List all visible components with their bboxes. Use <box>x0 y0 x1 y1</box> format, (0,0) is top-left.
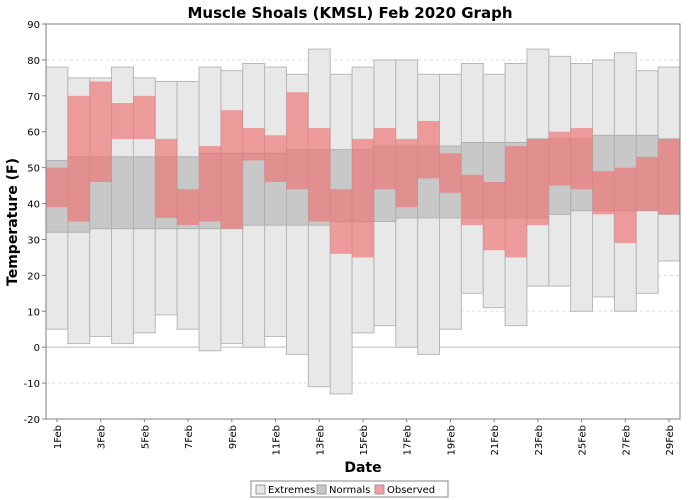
y-tick-label: 50 <box>27 164 40 175</box>
observed-bar <box>417 120 440 179</box>
normals-bar <box>111 156 134 230</box>
y-tick-label: 10 <box>27 307 40 318</box>
x-tick-label: 5Feb <box>140 425 151 449</box>
x-tick-label: 23Feb <box>534 425 545 455</box>
legend: Extremes Normals Observed <box>250 480 449 498</box>
observed-bar <box>614 167 637 244</box>
observed-legend-swatch <box>374 484 385 495</box>
y-ticks: -20 -10 0 10 20 30 40 50 60 70 80 90 <box>24 20 46 426</box>
extremes-legend-label: Extremes <box>268 485 315 496</box>
observed-bar <box>242 128 265 161</box>
y-tick-label: -10 <box>24 379 40 390</box>
normals-legend-label: Normals <box>329 485 370 496</box>
observed-bar <box>264 135 287 182</box>
observed-bar <box>46 167 68 208</box>
observed-bar <box>330 189 353 254</box>
observed-bar <box>220 110 243 229</box>
normals-legend-swatch <box>316 484 327 495</box>
observed-bar <box>286 92 309 190</box>
x-tick-label: 19Feb <box>446 425 457 455</box>
y-tick-label: 60 <box>27 128 40 139</box>
observed-legend-label: Observed <box>387 485 435 496</box>
y-tick-label: 20 <box>27 271 40 282</box>
observed-bar <box>658 138 680 215</box>
observed-bar <box>461 174 484 226</box>
observed-bar <box>592 171 615 215</box>
x-tick-label: 21Feb <box>490 425 501 455</box>
observed-bar <box>373 128 396 190</box>
observed-bar <box>526 138 549 226</box>
normals-bar <box>242 152 266 226</box>
y-tick-label: 90 <box>27 20 40 31</box>
x-tick-label: 27Feb <box>621 425 632 455</box>
observed-bar <box>570 128 593 190</box>
observed-bar <box>67 95 90 222</box>
bars <box>45 48 681 395</box>
y-tick-label: -20 <box>24 415 40 426</box>
observed-bar <box>155 138 178 218</box>
observed-bar <box>636 156 659 211</box>
observed-bar <box>395 138 418 208</box>
observed-bar <box>89 81 112 182</box>
y-tick-label: 0 <box>34 343 40 354</box>
y-tick-label: 80 <box>27 56 40 67</box>
observed-bar <box>352 138 374 258</box>
x-tick-label: 1Feb <box>53 425 64 449</box>
x-tick-label: 25Feb <box>578 425 589 455</box>
observed-bar <box>133 95 156 139</box>
observed-bar <box>111 103 134 139</box>
extremes-legend-swatch <box>255 484 266 495</box>
x-tick-label: 7Feb <box>184 425 195 449</box>
x-tick-label: 15Feb <box>359 425 370 455</box>
y-tick-label: 70 <box>27 92 40 103</box>
y-tick-label: 40 <box>27 200 40 211</box>
x-tick-label: 11Feb <box>272 425 283 455</box>
normals-bar <box>132 156 156 230</box>
x-tick-label: 3Feb <box>97 425 108 449</box>
observed-bar <box>439 153 462 193</box>
observed-bar <box>505 146 527 258</box>
observed-bar <box>548 131 571 186</box>
x-tick-label: 9Feb <box>228 425 239 449</box>
observed-bar <box>199 146 221 222</box>
x-tick-label: 29Feb <box>665 425 676 455</box>
y-axis-label: Temperature (F) <box>5 158 21 286</box>
x-axis-label: Date <box>344 460 381 476</box>
x-tick-label: 17Feb <box>403 425 414 455</box>
x-ticks: 1Feb 3Feb 5Feb 7Feb 9Feb 11Feb 13Feb 15Feb 17Feb… <box>53 419 676 455</box>
x-tick-label: 13Feb <box>315 425 326 455</box>
y-tick-label: 30 <box>27 235 40 246</box>
chart-title: Muscle Shoals (KMSL) Feb 2020 Graph <box>188 4 513 22</box>
observed-bar <box>483 182 506 251</box>
observed-bar <box>308 128 331 222</box>
observed-bar <box>177 189 200 226</box>
